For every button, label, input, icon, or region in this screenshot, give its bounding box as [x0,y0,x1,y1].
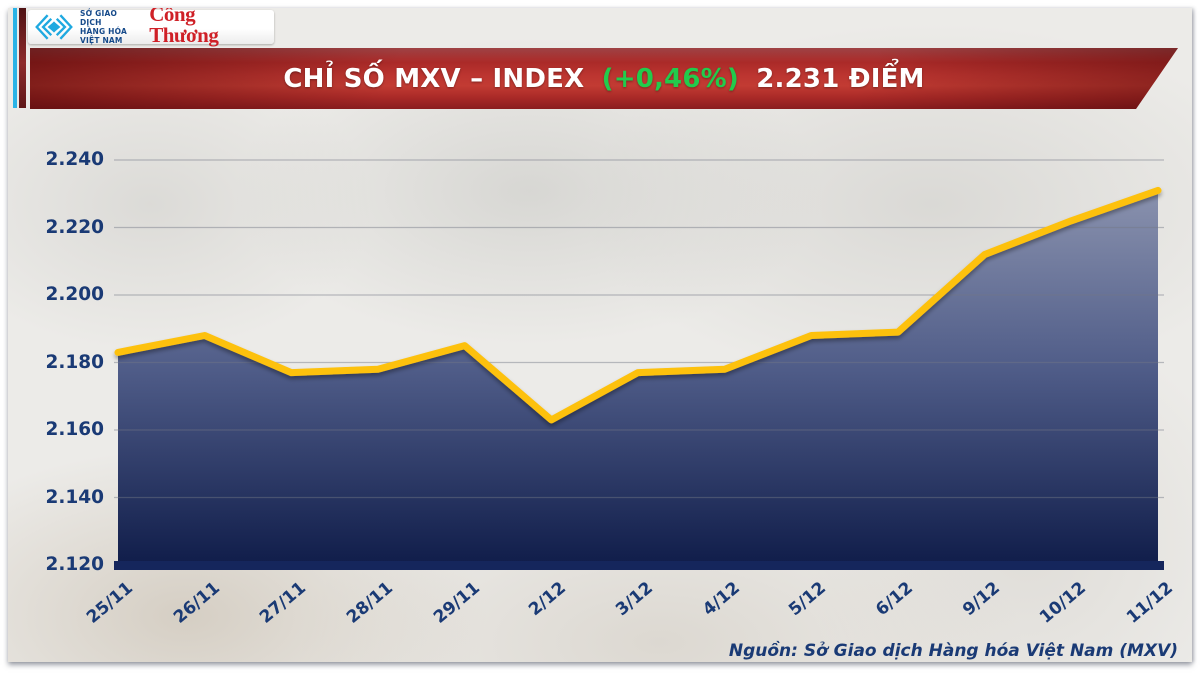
mxv-logo-icon [34,12,74,42]
congthuong-logo-text: Công Thương [149,8,219,47]
chart-title-value: 2.231 ĐIỂM [756,63,925,94]
area-fill [118,190,1158,565]
index-line [114,186,1162,424]
mxv-index-area-chart [114,159,1164,570]
content-area: SỞ GIAO DỊCH HÀNG HÓA VIỆT NAM Công Thươ… [8,8,1192,662]
mxv-logo-line2: HÀNG HÓA [80,27,127,36]
accent-stripe-cyan [13,8,17,108]
y-tick-label: 2.200 [45,284,104,305]
y-tick-label: 2.120 [45,554,104,575]
mxv-logo-text: SỞ GIAO DỊCH HÀNG HÓA VIỆT NAM [80,9,141,45]
accent-stripe-maroon [19,8,26,108]
x-axis-baseline [114,561,1164,570]
mxv-logo-line3: VIỆT NAM [80,36,123,45]
y-tick-label: 2.140 [45,486,104,508]
chart-area: 2.240 2.220 2.200 2.180 2.160 2.140 2.120 25/11… [8,8,1192,662]
chart-title-main: CHỈ SỐ MXV – INDEX [283,63,585,94]
source-credit: Nguồn: Sở Giao dịch Hàng hóa Việt Nam (M… [728,641,1178,661]
y-tick-label: 2.220 [45,216,104,238]
title-banner: CHỈ SỐ MXV – INDEX (+0,46%) 2.231 ĐIỂM [30,48,1178,109]
y-tick-label: 2.180 [45,351,104,373]
y-tick-label: 2.160 [45,419,104,440]
y-tick-label: 2.240 [45,149,104,170]
chart-title-change: (+0,46%) [601,63,739,94]
chart-title: CHỈ SỐ MXV – INDEX (+0,46%) 2.231 ĐIỂM [283,64,924,94]
header-logo-plate: SỞ GIAO DỊCH HÀNG HÓA VIỆT NAM Công Thươ… [28,8,274,51]
mxv-logo-line1: SỞ GIAO DỊCH [80,9,118,27]
